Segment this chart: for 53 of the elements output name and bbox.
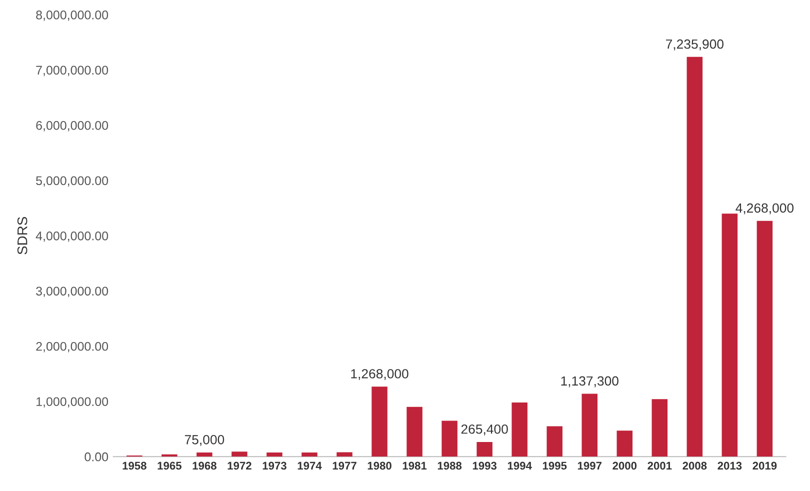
x-tick-label: 1973 (262, 462, 286, 470)
x-tick-label: 1980 (368, 462, 392, 470)
bar (546, 426, 562, 457)
y-tick-label: 3,000,000.00 (36, 286, 108, 298)
y-tick-label: 8,000,000.00 (36, 10, 108, 21)
bar (232, 452, 248, 457)
x-tick-label: 1993 (472, 462, 497, 470)
x-tick-label: 1958 (122, 462, 146, 470)
x-tick-label: 1995 (542, 462, 567, 470)
x-tick-label: 1974 (298, 462, 322, 470)
bar (686, 56, 703, 457)
y-tick-label: 1,000,000.00 (36, 397, 108, 408)
data-label: 1,137,300 (561, 376, 618, 388)
y-tick-label: 5,000,000.00 (36, 176, 108, 187)
bar (266, 452, 282, 457)
bar (302, 452, 318, 457)
x-tick-label: 1981 (402, 462, 427, 470)
x-tick-label: 2000 (612, 462, 637, 470)
x-tick-label: 2001 (648, 462, 672, 470)
x-tick-label: 1997 (578, 462, 602, 470)
bar (756, 220, 773, 457)
data-label: 75,000 (184, 434, 224, 446)
bar (616, 430, 633, 457)
x-tick-label: 2019 (752, 462, 777, 470)
x-tick-label: 2008 (682, 462, 707, 470)
y-tick-label: 0.00 (84, 452, 108, 462)
data-label: 4,268,000 (736, 203, 794, 214)
data-label: 265,400 (461, 424, 508, 436)
bar (406, 406, 422, 457)
x-tick-label: 2013 (718, 462, 742, 470)
x-tick-label: 1972 (228, 462, 252, 470)
data-label: 1,268,000 (351, 369, 408, 380)
y-axis-title: SDRS (17, 217, 28, 254)
bar (336, 452, 352, 457)
y-tick-label: 7,000,000.00 (36, 66, 108, 76)
bar (476, 442, 492, 457)
x-tick-label: 1977 (332, 462, 356, 470)
bar (652, 399, 668, 457)
bar (162, 454, 178, 457)
x-tick-label: 1988 (438, 462, 462, 470)
bar (196, 452, 212, 457)
y-tick-label: 2,000,000.00 (36, 342, 108, 352)
x-tick-label: 1968 (192, 462, 216, 470)
y-tick-label: 6,000,000.00 (36, 121, 108, 132)
bar (442, 420, 458, 457)
bar (512, 402, 528, 457)
x-tick-label: 1965 (158, 462, 182, 470)
y-tick-label: 4,000,000.00 (36, 231, 108, 242)
bar (722, 214, 738, 457)
x-tick-label: 1994 (508, 462, 532, 470)
bar (372, 386, 388, 457)
data-label: 7,235,900 (666, 39, 724, 50)
bar (582, 394, 598, 457)
